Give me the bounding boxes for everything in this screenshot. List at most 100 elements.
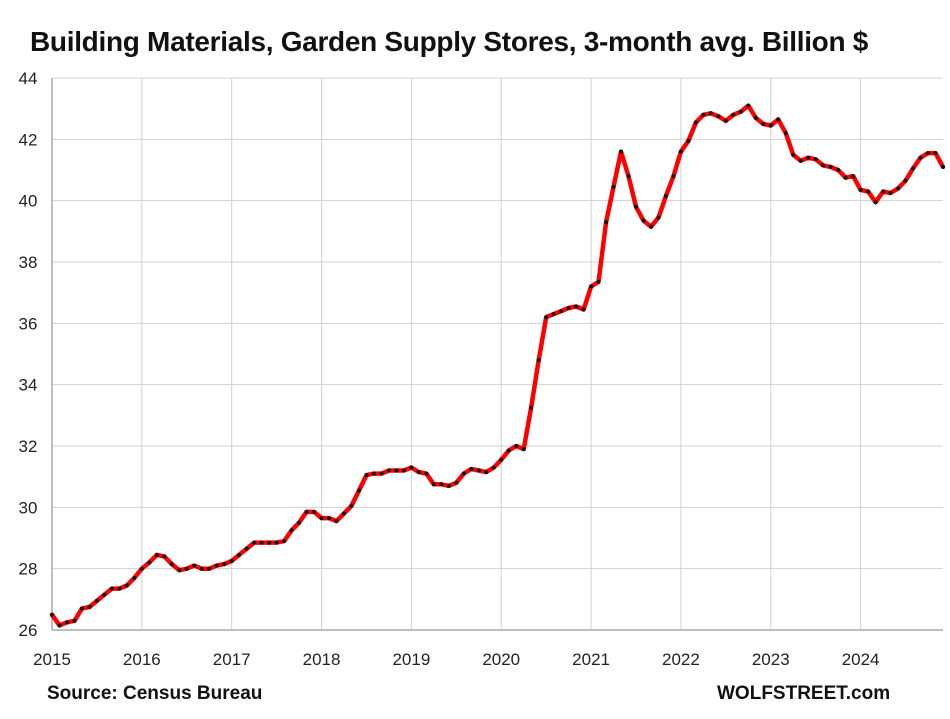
data-point bbox=[79, 606, 84, 611]
data-point bbox=[364, 473, 369, 478]
x-tick-label: 2015 bbox=[33, 650, 71, 669]
data-point bbox=[649, 224, 653, 229]
data-point bbox=[581, 307, 586, 312]
data-point bbox=[371, 471, 376, 476]
data-point bbox=[813, 157, 818, 162]
data-point bbox=[881, 189, 886, 194]
data-point bbox=[843, 175, 848, 180]
data-point bbox=[604, 220, 609, 225]
data-point bbox=[177, 568, 182, 573]
y-tick-label: 38 bbox=[19, 253, 38, 272]
data-point bbox=[678, 149, 683, 154]
source-label: Source: Census Bureau bbox=[47, 683, 263, 704]
data-point bbox=[611, 184, 616, 189]
data-point bbox=[903, 178, 908, 183]
y-tick-label: 28 bbox=[19, 560, 38, 579]
y-tick-label: 26 bbox=[19, 621, 38, 640]
data-point bbox=[132, 575, 137, 580]
series-line bbox=[49, 103, 946, 628]
data-point bbox=[214, 563, 219, 568]
data-point bbox=[738, 109, 743, 114]
data-point bbox=[941, 164, 945, 169]
data-point bbox=[634, 204, 638, 209]
data-point bbox=[65, 620, 69, 625]
data-point bbox=[521, 447, 526, 452]
data-point bbox=[139, 566, 144, 571]
data-point bbox=[671, 174, 676, 179]
data-point bbox=[551, 312, 556, 317]
data-point bbox=[109, 586, 114, 591]
x-tick-label: 2021 bbox=[572, 650, 610, 669]
data-point bbox=[731, 112, 736, 117]
y-tick-label: 40 bbox=[19, 192, 38, 211]
data-point bbox=[416, 470, 421, 475]
data-point bbox=[596, 279, 601, 284]
data-point bbox=[499, 457, 504, 462]
data-point bbox=[559, 309, 564, 314]
x-tick-label: 2017 bbox=[213, 650, 251, 669]
data-point bbox=[918, 155, 923, 160]
x-tick-label: 2020 bbox=[482, 650, 520, 669]
data-point bbox=[57, 623, 62, 628]
data-point bbox=[192, 563, 197, 568]
data-point bbox=[933, 151, 938, 156]
data-point bbox=[926, 151, 930, 156]
data-point bbox=[431, 482, 436, 487]
x-tick-label: 2018 bbox=[303, 650, 341, 669]
x-tick-label: 2022 bbox=[662, 650, 700, 669]
chart-title: Building Materials, Garden Supply Stores… bbox=[30, 26, 869, 57]
data-point bbox=[319, 516, 324, 521]
gridlines bbox=[52, 77, 943, 631]
y-axis-ticks: 26 28 30 32 34 36 38 40 42 44 bbox=[19, 69, 38, 640]
data-point bbox=[686, 138, 691, 143]
data-point bbox=[342, 511, 346, 516]
data-point bbox=[888, 191, 893, 195]
data-point bbox=[297, 520, 302, 525]
data-point bbox=[409, 465, 414, 470]
y-tick-label: 32 bbox=[19, 437, 38, 456]
data-point bbox=[529, 405, 534, 410]
y-tick-label: 30 bbox=[19, 498, 38, 517]
data-point bbox=[252, 540, 257, 545]
data-point bbox=[199, 566, 204, 571]
data-point bbox=[873, 200, 878, 205]
data-point bbox=[821, 163, 826, 168]
data-point bbox=[776, 117, 781, 122]
data-point bbox=[244, 546, 249, 551]
data-point bbox=[72, 618, 77, 623]
data-point bbox=[102, 592, 107, 597]
data-point bbox=[461, 471, 466, 476]
data-point bbox=[267, 540, 272, 545]
data-point bbox=[184, 566, 189, 571]
data-point bbox=[836, 168, 841, 172]
data-point bbox=[327, 516, 331, 521]
data-point bbox=[828, 164, 833, 169]
data-point bbox=[312, 509, 317, 514]
data-point bbox=[768, 123, 773, 128]
data-point bbox=[259, 540, 264, 545]
data-point bbox=[304, 509, 309, 514]
data-point bbox=[469, 467, 474, 471]
data-point bbox=[626, 174, 631, 179]
x-tick-label: 2019 bbox=[392, 650, 430, 669]
data-point bbox=[536, 358, 541, 363]
data-point bbox=[50, 612, 54, 617]
data-point bbox=[663, 194, 668, 199]
data-point bbox=[746, 103, 751, 108]
data-point bbox=[858, 187, 863, 192]
data-point bbox=[866, 189, 871, 194]
data-point bbox=[386, 468, 391, 473]
data-point bbox=[446, 483, 451, 488]
data-point bbox=[282, 539, 287, 544]
data-point bbox=[798, 158, 803, 163]
data-point bbox=[641, 218, 646, 223]
y-tick-label: 36 bbox=[19, 314, 38, 333]
data-point bbox=[544, 315, 549, 320]
data-point bbox=[401, 468, 406, 473]
data-point bbox=[783, 131, 788, 136]
data-point bbox=[851, 174, 856, 179]
data-point bbox=[207, 566, 212, 571]
y-tick-label: 34 bbox=[19, 376, 38, 395]
data-point bbox=[589, 284, 594, 289]
data-point bbox=[566, 306, 571, 310]
